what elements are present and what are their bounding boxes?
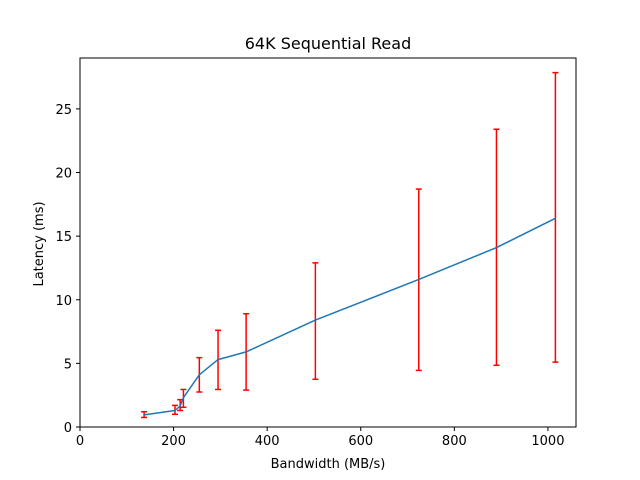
chart-title: 64K Sequential Read [245, 34, 411, 53]
y-tick-label: 25 [55, 103, 72, 118]
x-tick-label: 1000 [531, 434, 564, 449]
y-tick-label: 20 [55, 167, 72, 182]
x-axis-label: Bandwidth (MB/s) [271, 457, 386, 472]
y-tick-label: 15 [55, 230, 72, 245]
x-tick-label: 0 [76, 434, 84, 449]
plot-area: 0 200 400 600 800 1000 0 5 10 15 20 25 [55, 57, 577, 449]
y-axis-label: Latency (ms) [32, 201, 47, 286]
y-tick-label: 0 [64, 421, 72, 436]
x-tick-label: 200 [161, 434, 186, 449]
y-tick-label: 10 [55, 294, 72, 309]
series-line [143, 217, 556, 416]
x-tick-label: 400 [255, 434, 280, 449]
axes-frame [79, 57, 577, 428]
x-tick-label: 800 [442, 434, 467, 449]
y-tick-label: 5 [64, 357, 72, 372]
x-tick-label: 600 [348, 434, 373, 449]
